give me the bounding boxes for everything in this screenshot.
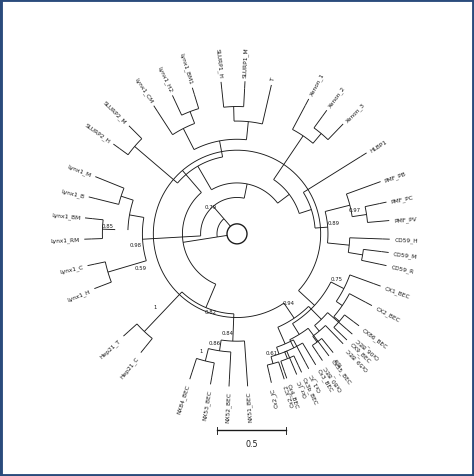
Text: 0.61: 0.61 [265, 350, 278, 356]
Text: 0.84: 0.84 [222, 330, 234, 336]
Text: Lynx1_M: Lynx1_M [67, 164, 92, 178]
Text: Cx1_JC: Cx1_JC [309, 372, 323, 392]
Text: PMF_PC: PMF_PC [390, 194, 414, 205]
Text: 1: 1 [154, 304, 157, 309]
Text: Lynx1_CM: Lynx1_CM [133, 77, 154, 104]
Text: CX9_BEC: CX9_BEC [348, 341, 372, 364]
Text: CD59_M: CD59_M [393, 251, 418, 259]
Text: Lynx1_C: Lynx1_C [59, 264, 84, 275]
Text: Lynx1_H2: Lynx1_H2 [156, 65, 173, 93]
Text: Cx3b_BEC: Cx3b_BEC [301, 376, 319, 405]
Text: T: T [270, 78, 275, 82]
Text: NX84_BEC: NX84_BEC [176, 383, 191, 414]
Text: SLURP2_H: SLURP2_H [84, 122, 111, 144]
Text: Lynx1_H: Lynx1_H [66, 288, 91, 302]
Text: Hep21_T: Hep21_T [99, 337, 122, 359]
Text: 0.75: 0.75 [330, 277, 343, 281]
Text: CX2_BEC: CX2_BEC [374, 306, 401, 323]
Text: Cx2_JC: Cx2_JC [270, 387, 280, 407]
Text: Lynx1_BM1: Lynx1_BM1 [179, 52, 194, 85]
Text: 0.5: 0.5 [246, 439, 258, 448]
Text: CX1_BEC: CX1_BEC [384, 286, 411, 300]
Text: Cx2_JC2: Cx2_JC2 [283, 383, 296, 407]
Text: f69: f69 [334, 355, 344, 366]
Text: NX53_BEC: NX53_BEC [201, 388, 212, 420]
Text: PMF_PV: PMF_PV [393, 216, 417, 224]
Text: HLBP1: HLBP1 [369, 139, 388, 153]
Text: Lynx1_B: Lynx1_B [60, 188, 85, 199]
Text: Cx35_BEC: Cx35_BEC [329, 358, 352, 386]
Text: PMF_PB: PMF_PB [384, 170, 407, 183]
Text: 1: 1 [200, 348, 203, 353]
Text: 0.86: 0.86 [209, 340, 221, 346]
Text: Lynx1_RM: Lynx1_RM [50, 237, 80, 244]
Text: Lynx1_BM: Lynx1_BM [51, 212, 81, 221]
Text: SLURP2_M: SLURP2_M [102, 100, 128, 125]
Text: CX86_BEC: CX86_BEC [361, 327, 389, 349]
Text: 0.98: 0.98 [129, 242, 141, 248]
Text: 0.97: 0.97 [349, 208, 361, 213]
Text: Xenon_3: Xenon_3 [344, 101, 366, 123]
Text: Cx80_BEC: Cx80_BEC [323, 363, 344, 391]
Text: Cx06_BEC: Cx06_BEC [354, 335, 380, 359]
Text: 0.59: 0.59 [135, 266, 146, 270]
Text: CD59_R: CD59_R [390, 264, 414, 275]
Text: Xenon_1: Xenon_1 [309, 72, 325, 97]
Text: Cx3_BEC: Cx3_BEC [316, 367, 334, 393]
Text: Cx4_BEC: Cx4_BEC [285, 382, 300, 408]
Text: CD59_H: CD59_H [394, 237, 418, 244]
Text: NX51_BEC: NX51_BEC [245, 391, 253, 422]
Text: Ckr_JC: Ckr_JC [296, 378, 309, 397]
Text: Xenon_2: Xenon_2 [327, 85, 346, 109]
Text: SLURP1_M: SLURP1_M [242, 47, 250, 78]
Text: Cx59_BEC: Cx59_BEC [344, 346, 369, 371]
Text: 0.82: 0.82 [204, 309, 217, 314]
Text: 0.85: 0.85 [101, 223, 114, 228]
Text: 0.89: 0.89 [327, 220, 339, 226]
Text: 0.94: 0.94 [283, 300, 295, 305]
Text: 0.79: 0.79 [204, 204, 217, 209]
Text: NX52_BEC: NX52_BEC [224, 391, 232, 422]
Text: Hep21_C: Hep21_C [119, 355, 140, 379]
Text: SLURP1_H: SLURP1_H [215, 48, 223, 79]
